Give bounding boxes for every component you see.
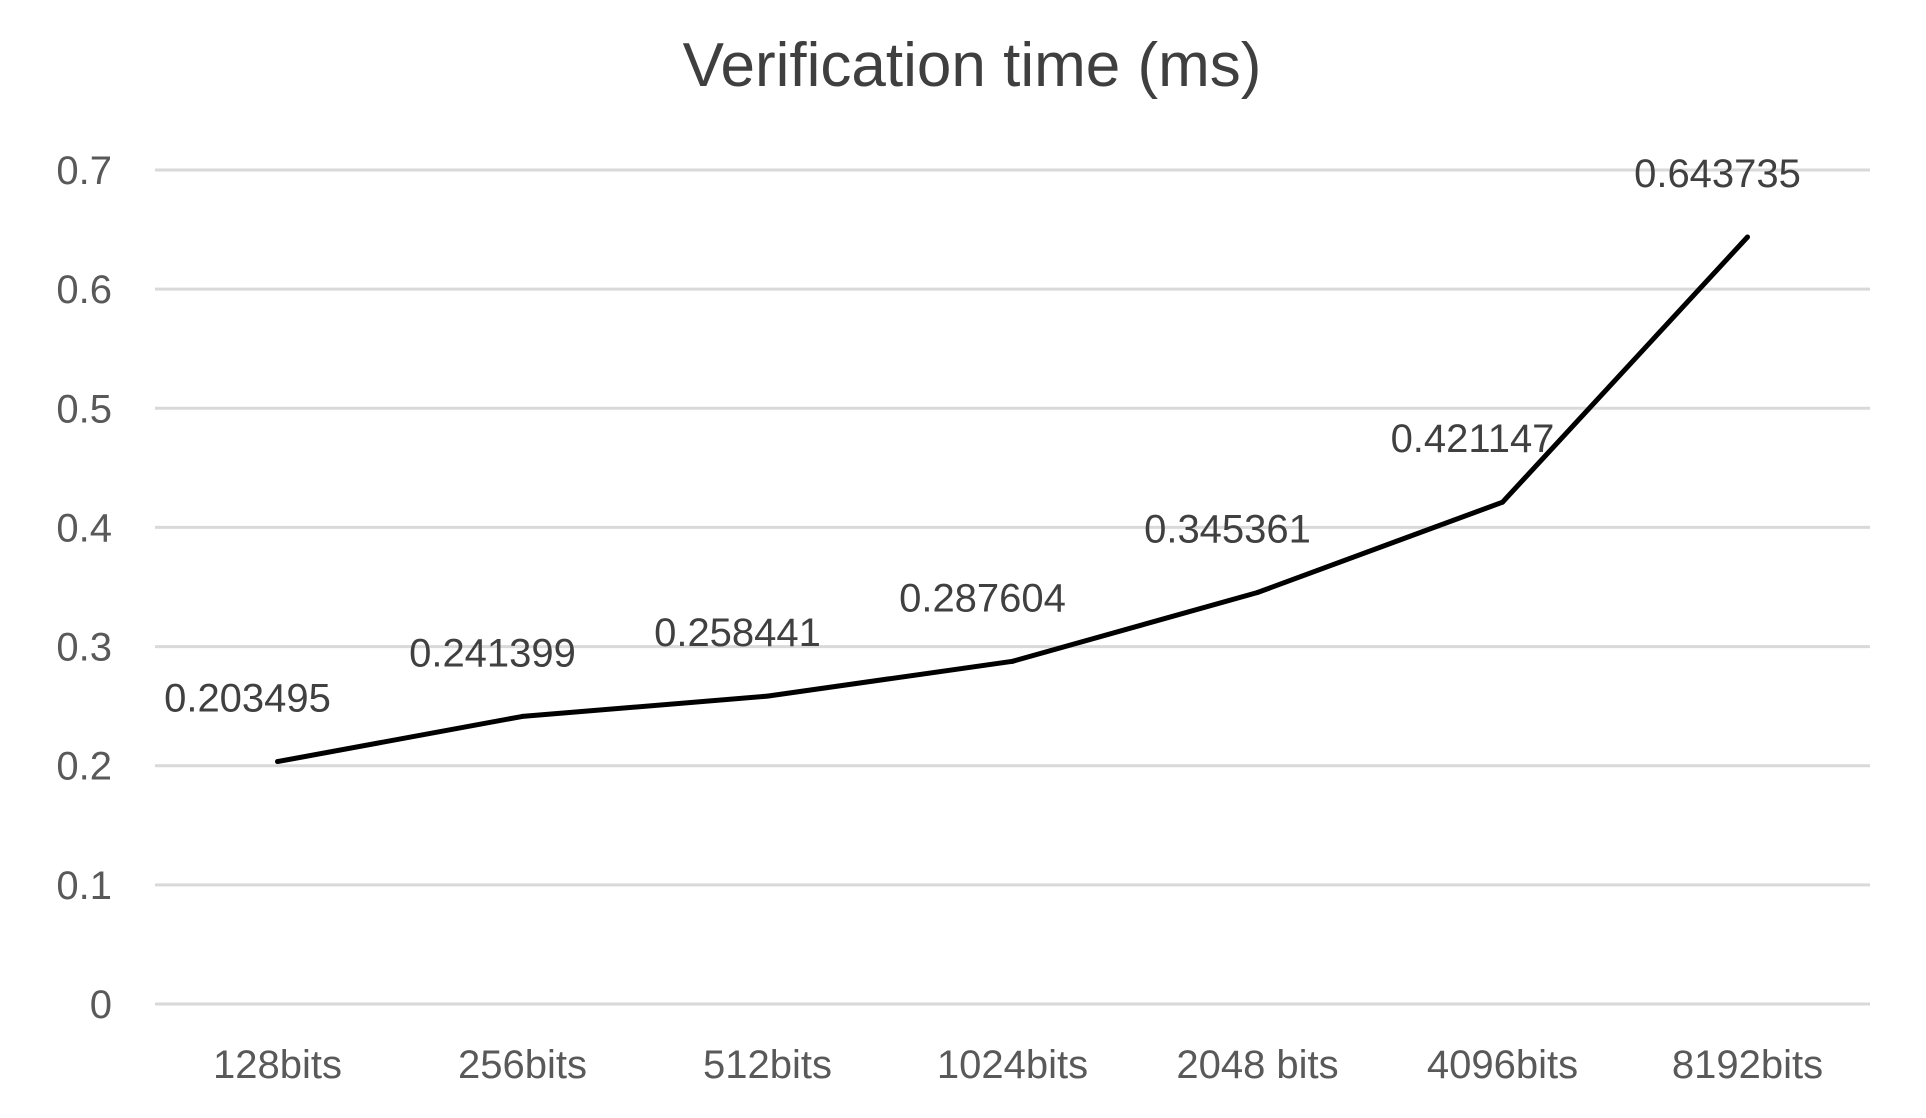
x-axis-tick-labels: 128bits 256bits 512bits 1024bits 2048 bits 40…	[213, 1043, 1823, 1087]
data-label: 0.421147	[1391, 417, 1555, 461]
x-tick-label: 128bits	[213, 1043, 342, 1087]
x-tick-label: 8192bits	[1672, 1043, 1823, 1087]
data-labels: 0.203495 0.241399 0.258441 0.287604 0.345361…	[164, 152, 1801, 721]
data-point	[1500, 499, 1505, 505]
y-tick-label: 0.1	[56, 864, 112, 908]
x-tick-label: 4096bits	[1427, 1043, 1578, 1087]
data-point	[1255, 590, 1260, 596]
x-tick-label: 1024bits	[937, 1043, 1088, 1087]
data-label: 0.287604	[899, 576, 1066, 620]
y-tick-label: 0.5	[56, 387, 112, 431]
y-tick-label: 0	[90, 983, 112, 1027]
y-tick-label: 0.3	[56, 626, 112, 670]
data-point	[1745, 234, 1750, 240]
chart-title: Verification time (ms)	[683, 31, 1262, 100]
data-label: 0.643735	[1634, 152, 1801, 196]
data-label: 0.345361	[1144, 508, 1311, 552]
x-tick-label: 2048 bits	[1176, 1043, 1338, 1087]
y-tick-label: 0.2	[56, 745, 112, 789]
series-line	[277, 235, 1750, 765]
data-point	[520, 713, 525, 719]
y-tick-label: 0.7	[56, 149, 112, 193]
series-layer	[275, 234, 1750, 765]
y-tick-label: 0.6	[56, 268, 112, 312]
y-tick-label: 0.4	[56, 506, 112, 550]
data-point	[1010, 658, 1015, 664]
gridlines	[155, 168, 1870, 1006]
data-point	[275, 759, 280, 765]
y-axis-tick-labels: 0 0.1 0.2 0.3 0.4 0.5 0.6 0.7	[56, 149, 112, 1027]
data-point	[765, 693, 770, 699]
x-tick-label: 512bits	[703, 1043, 832, 1087]
x-tick-label: 256bits	[458, 1043, 587, 1087]
data-label: 0.203495	[164, 677, 331, 721]
data-label: 0.258441	[654, 611, 821, 655]
data-label: 0.241399	[409, 631, 576, 675]
